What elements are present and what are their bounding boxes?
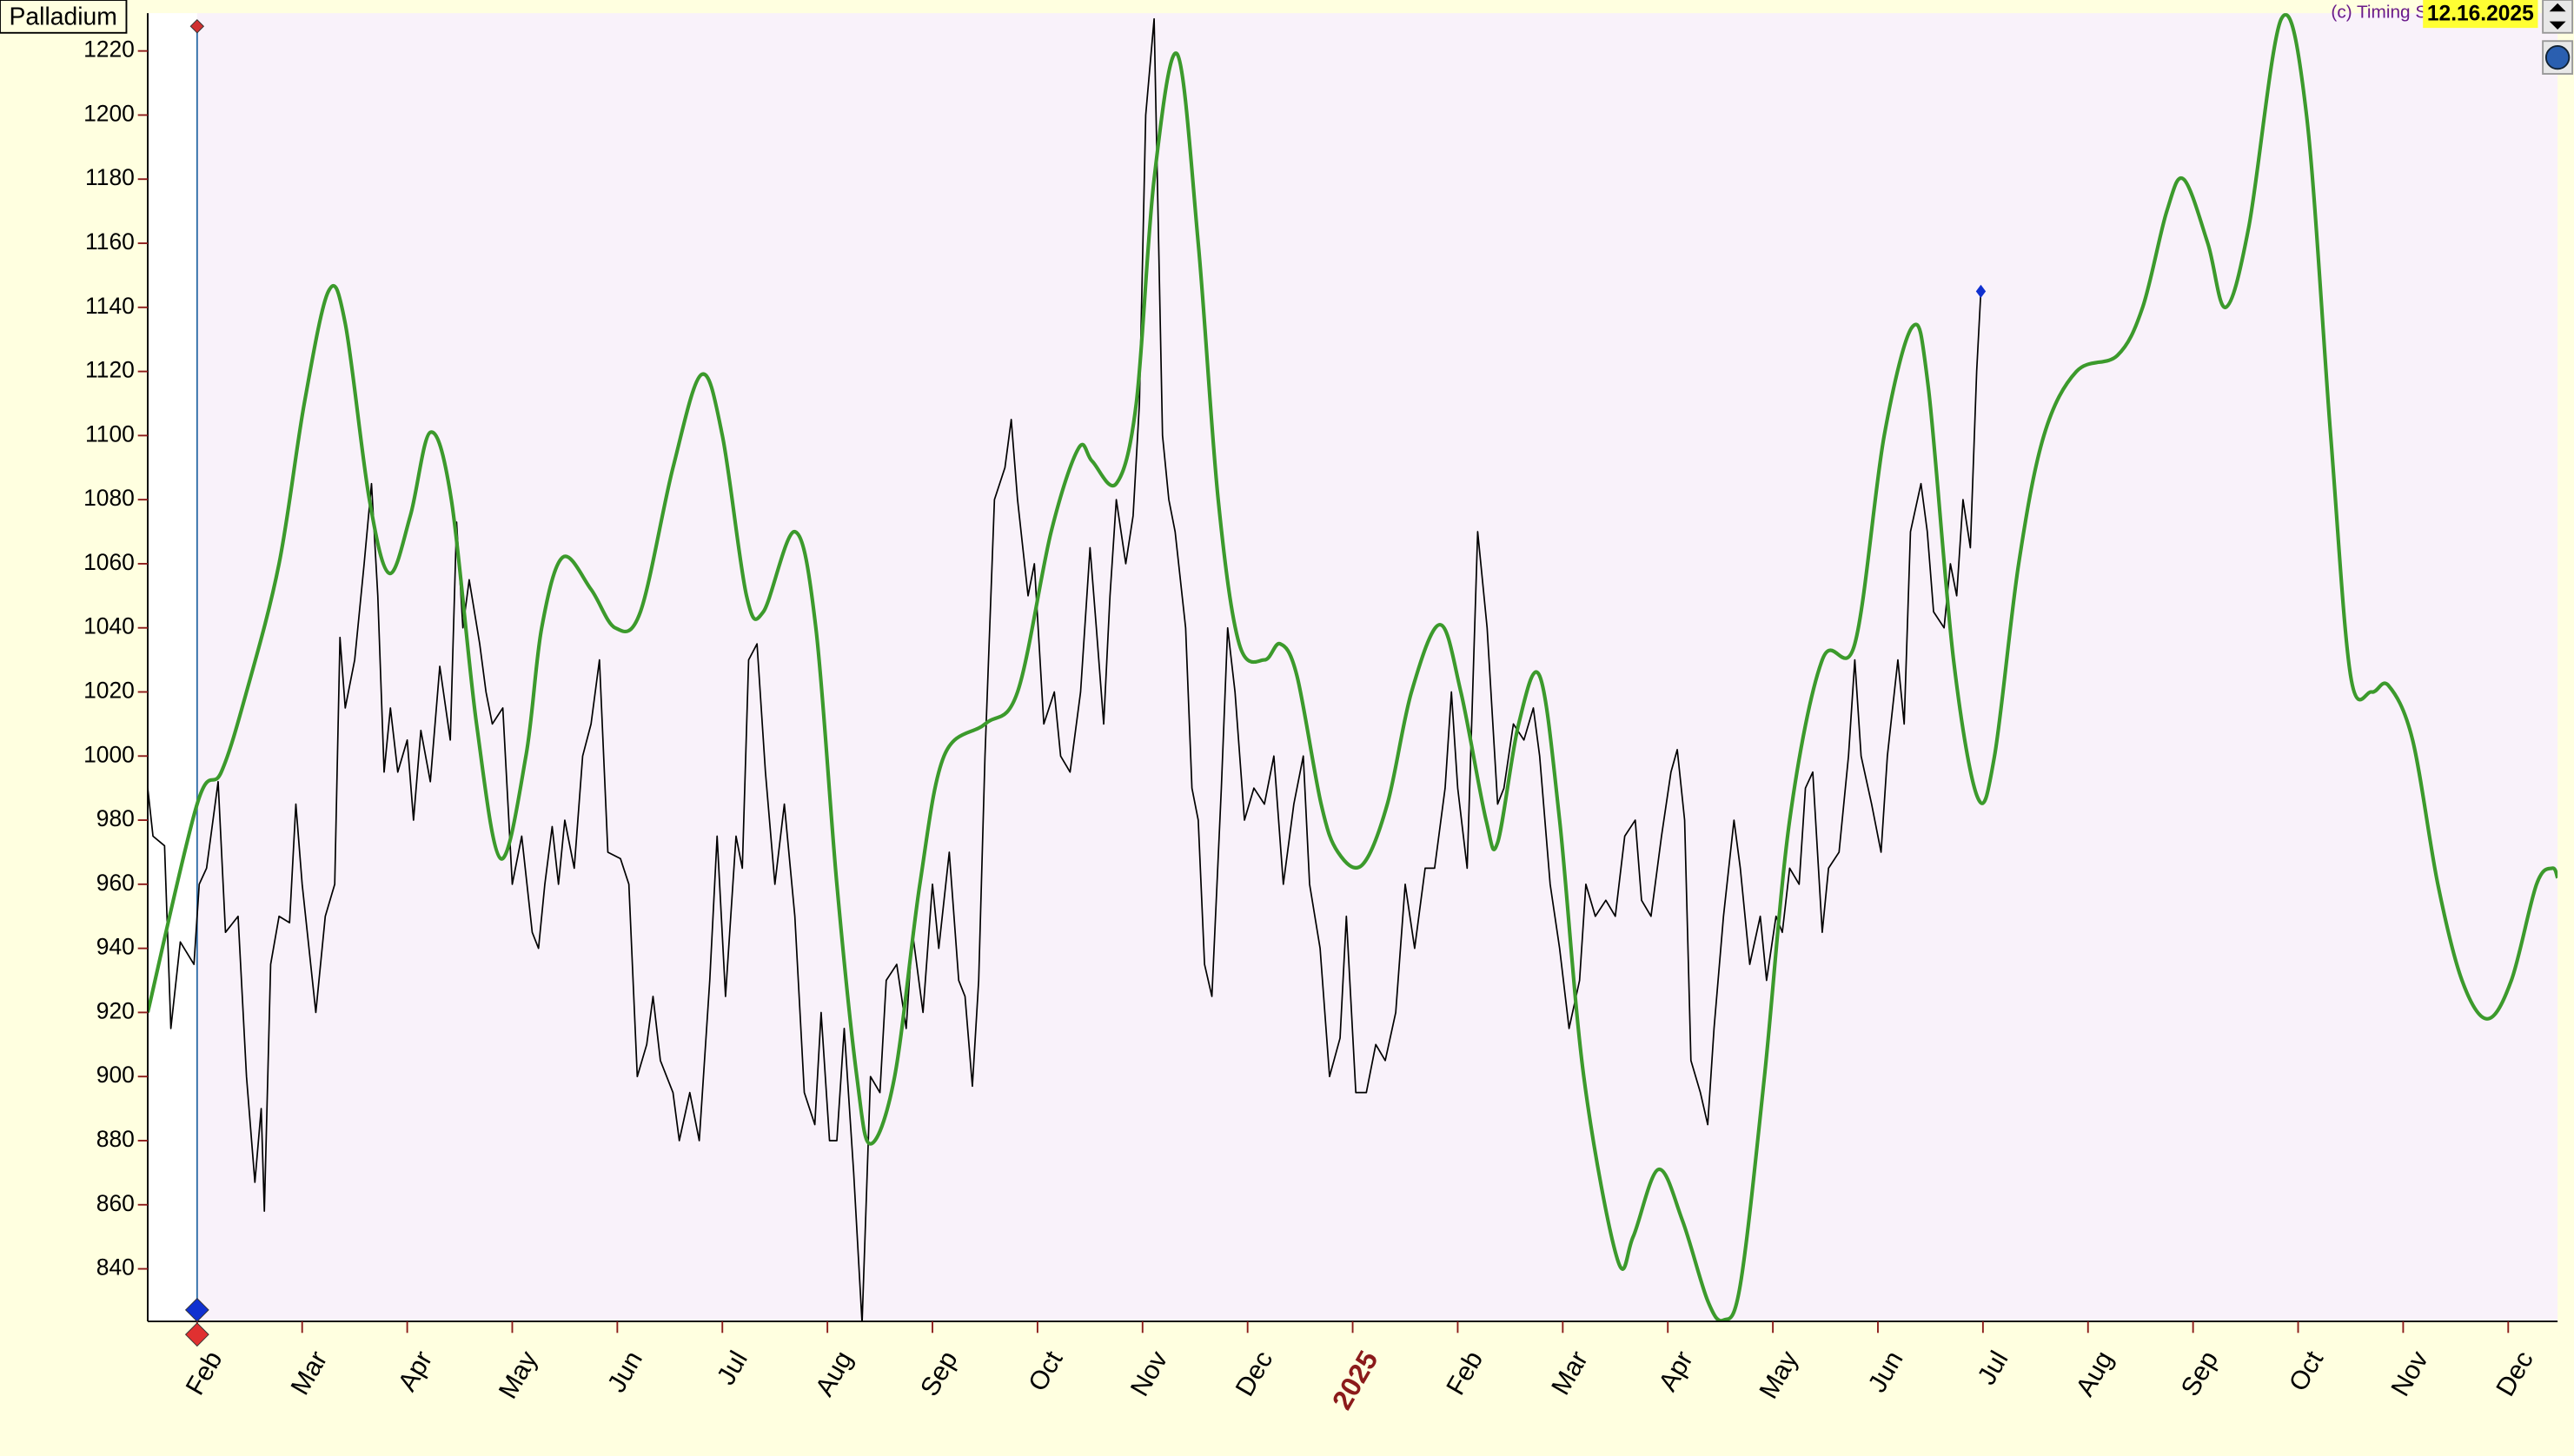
cursor-bottom-marker [184, 1297, 209, 1322]
y-tick-label: 1200 [83, 100, 135, 126]
y-tick-label: 1100 [85, 420, 135, 447]
y-tick-label: 1140 [85, 293, 135, 319]
y-tick-label: 900 [96, 1062, 135, 1088]
pre-cursor-area [148, 13, 197, 1322]
y-tick-label: 1000 [83, 741, 135, 767]
y-tick-label: 920 [96, 997, 135, 1023]
chart-title: Palladium [10, 3, 117, 30]
series-line [148, 17, 1982, 1322]
y-tick-label: 1040 [83, 613, 135, 639]
y-tick-label: 1120 [85, 357, 135, 383]
series-line [148, 13, 2558, 1322]
y-tick-label: 1080 [83, 485, 135, 511]
y-tick-label: 980 [96, 805, 135, 831]
y-tick-label: 1180 [85, 164, 135, 190]
cursor-axis-marker [184, 1322, 209, 1347]
credit: (c) Timing S [2331, 3, 2427, 23]
y-tick-label: 940 [96, 934, 135, 960]
y-tick-label: 860 [96, 1190, 135, 1216]
globe-icon [2544, 44, 2571, 70]
y-tick-label: 1020 [83, 677, 135, 703]
y-tick-label: 1220 [83, 36, 135, 63]
y-tick-label: 960 [96, 870, 135, 896]
y-tick-label: 840 [96, 1254, 135, 1281]
date: 12.16.2025 [2427, 2, 2534, 25]
plot-area [148, 13, 2558, 1322]
scroll-arrows [2549, 3, 2566, 30]
plot-layer [148, 13, 2558, 1322]
title-box [0, 0, 128, 34]
y-tick-label: 1160 [85, 228, 135, 255]
y-tick-label: 1060 [83, 549, 135, 575]
cursor-top-marker [189, 19, 205, 34]
y-tick-label: 880 [96, 1126, 135, 1152]
date-box [2423, 0, 2538, 29]
